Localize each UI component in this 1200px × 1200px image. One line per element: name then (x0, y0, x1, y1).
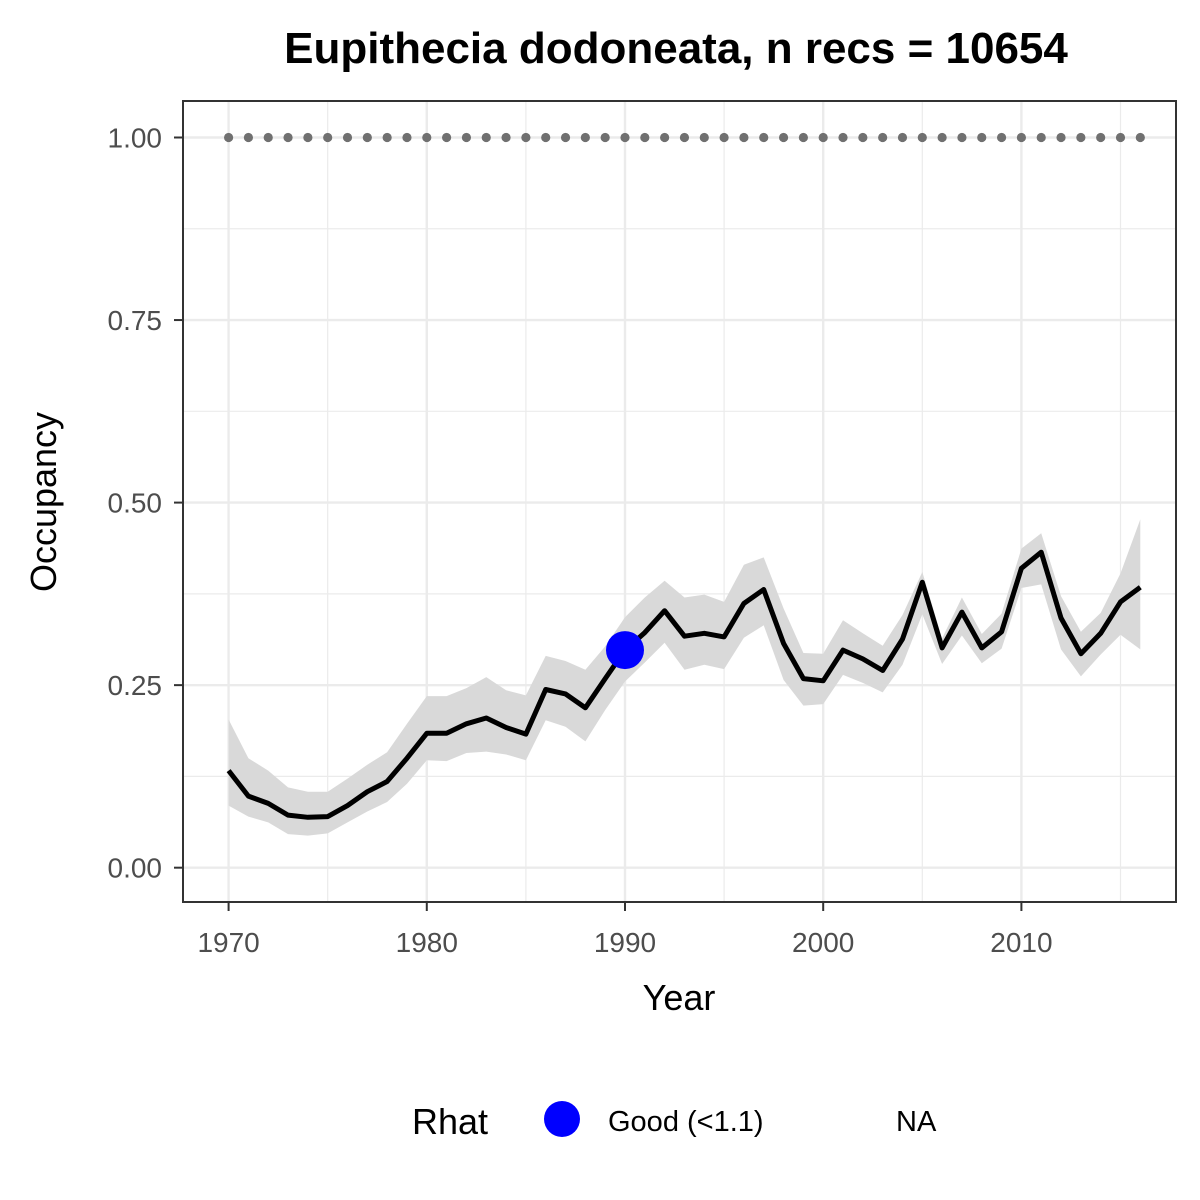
reference-point (560, 132, 571, 143)
reference-point (977, 132, 987, 143)
legend: Rhat Good (<1.1) NA (412, 1101, 937, 1142)
reference-point (798, 132, 808, 143)
reference-point (600, 132, 610, 143)
rhat-points-layer (605, 631, 644, 670)
reference-point (897, 132, 908, 143)
reference-point (937, 132, 947, 143)
legend-good-label: Good (<1.1) (608, 1106, 764, 1138)
x-tick-label: 1990 (594, 927, 656, 958)
reference-point (739, 132, 749, 143)
reference-point (481, 132, 491, 143)
reference-point (858, 132, 868, 143)
reference-point (263, 132, 273, 143)
reference-point (1076, 132, 1086, 143)
reference-point (957, 132, 967, 143)
reference-point (402, 132, 412, 143)
reference-point (878, 132, 888, 143)
reference-point (640, 132, 650, 143)
y-tick-label: 0.75 (108, 305, 163, 336)
reference-point (580, 132, 590, 143)
x-tick-label: 1970 (197, 927, 259, 958)
legend-title: Rhat (412, 1101, 488, 1142)
x-axis-ticks: 1970 1980 1990 2000 2010 (197, 902, 1053, 958)
reference-point (382, 132, 392, 143)
reference-point (243, 132, 254, 143)
reference-point (1016, 132, 1027, 143)
reference-point (422, 132, 432, 143)
y-tick-label: 0.00 (108, 853, 163, 884)
reference-point (818, 132, 828, 143)
reference-point (917, 132, 927, 143)
reference-point (1115, 132, 1126, 143)
reference-point (342, 132, 353, 143)
reference-point (719, 132, 729, 143)
reference-point (521, 132, 531, 143)
reference-point (699, 132, 709, 143)
mean-line-layer (226, 549, 1142, 820)
confidence-band (228, 519, 1141, 836)
reference-point (323, 132, 333, 143)
reference-point (223, 132, 234, 143)
x-tick-label: 2010 (990, 927, 1052, 958)
reference-point (620, 132, 630, 143)
reference-point (303, 132, 313, 143)
x-tick-label: 1980 (396, 927, 458, 958)
reference-point (442, 132, 452, 143)
y-tick-label: 0.50 (108, 488, 163, 519)
reference-point (283, 132, 293, 143)
legend-good-marker (544, 1101, 580, 1137)
reference-points-layer (223, 132, 1145, 143)
reference-point (1135, 132, 1145, 143)
y-tick-label: 0.25 (108, 670, 163, 701)
legend-na-label: NA (896, 1106, 937, 1138)
x-axis-title: Year (643, 977, 716, 1018)
reference-point (838, 132, 848, 143)
reference-point (660, 132, 670, 143)
rhat-point (605, 631, 644, 670)
reference-point (778, 132, 789, 143)
reference-point (501, 132, 511, 143)
reference-point (1096, 132, 1106, 143)
y-tick-label: 1.00 (108, 123, 163, 154)
confidence-band-layer (228, 519, 1141, 836)
reference-point (362, 132, 372, 143)
reference-point (541, 132, 551, 143)
x-tick-label: 2000 (792, 927, 854, 958)
reference-point (996, 132, 1007, 143)
reference-point (679, 132, 690, 143)
y-axis-ticks: 0.00 0.25 0.50 0.75 1.00 (108, 123, 183, 884)
chart-title: Eupithecia dodoneata, n recs = 10654 (284, 24, 1068, 73)
y-axis-title: Occupancy (23, 412, 64, 592)
reference-point (461, 132, 472, 143)
reference-point (1056, 132, 1066, 143)
panel-border (182, 100, 1177, 903)
reference-point (1036, 132, 1046, 143)
mean-occupancy-line (226, 549, 1142, 820)
reference-point (759, 132, 769, 143)
